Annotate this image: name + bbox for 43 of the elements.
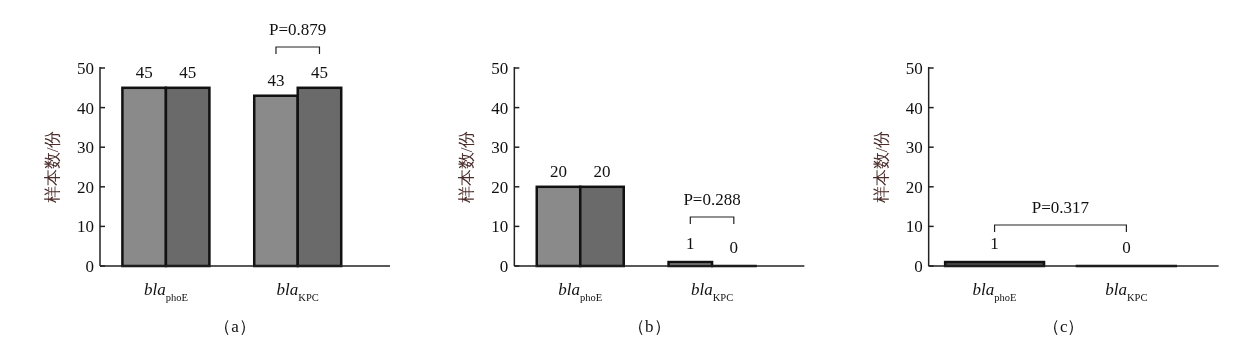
y-tick-label: 10 [491,217,509,237]
y-axis-title: 样本数/份 [457,130,477,204]
y-tick-label: 20 [77,177,94,197]
y-tick-label: 40 [905,98,923,118]
data-label: 45 [179,62,197,82]
x-tick-label: bla$_{KPC}$ [276,280,319,303]
y-tick-label: 30 [77,138,94,158]
y-tick-label: 0 [914,257,923,276]
data-label: 20 [593,161,611,181]
x-tick-label: bla$_{KPC}$ [1105,280,1148,303]
y-tick-label: 50 [905,59,923,78]
x-tick-label: bla$_{phoE}$ [972,280,1017,303]
text: （a） [214,317,256,336]
text: P=0.879 [269,20,327,39]
y-tick-label: 10 [905,217,923,237]
annotation: P=0.288 [683,190,741,209]
x-tick-label: bla$_{KPC}$ [690,280,734,303]
x-tick-label: bla$_{phoE}$ [143,280,188,303]
data-label: 45 [310,62,328,82]
y-tick-label: 40 [491,98,509,118]
x-tick-label: bla$_{phoE}$ [558,280,603,303]
text: （c） [1042,317,1085,336]
text: （b） [628,317,671,336]
y-tick-label: 30 [491,138,509,158]
y-tick-label: 20 [491,177,509,197]
annotation: P=0.317 [1031,198,1090,217]
data-label: 0 [1122,238,1131,257]
y-tick-label: 50 [77,59,94,78]
y-tick-label: 50 [491,59,509,78]
data-label: 20 [549,161,567,181]
data-label: 1 [990,234,999,254]
data-label: 45 [135,62,153,82]
y-tick-label: 40 [77,98,94,118]
data-label: 1 [686,234,695,254]
y-axis-title: 样本数/份 [871,130,891,204]
y-tick-label: 0 [499,257,509,276]
data-label: 0 [729,238,739,257]
y-tick-label: 10 [77,217,94,237]
y-tick-label: 30 [905,138,923,158]
y-tick-label: 20 [905,177,923,197]
data-label: 43 [267,70,285,90]
y-tick-label: 0 [85,257,94,276]
y-axis-title: 样本数/份 [43,130,62,204]
